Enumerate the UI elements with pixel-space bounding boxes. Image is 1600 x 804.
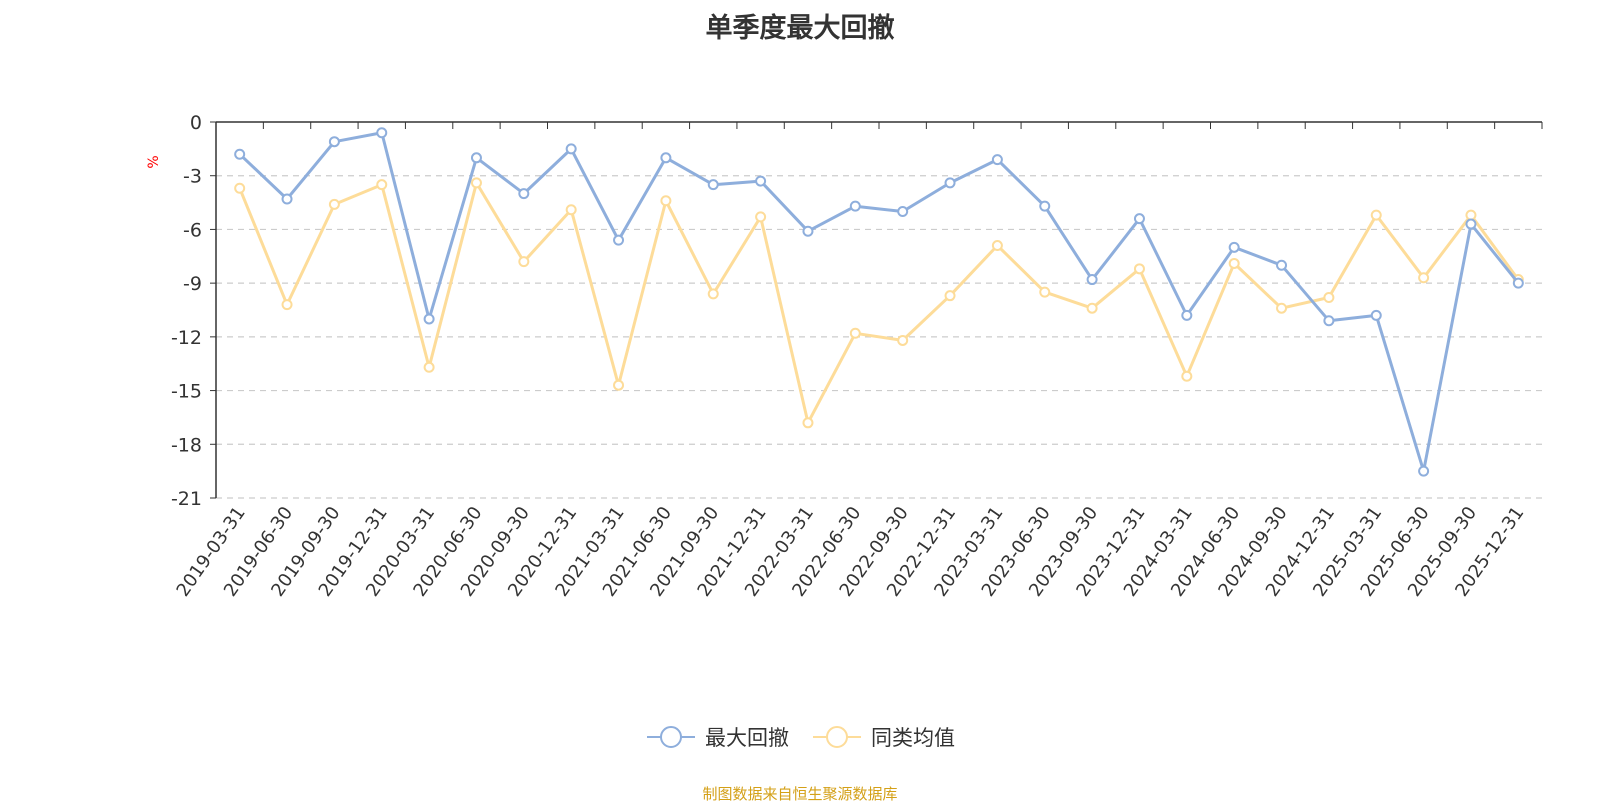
data-point-drawdown xyxy=(849,200,861,212)
data-point-drawdown xyxy=(660,152,672,164)
data-point-peer-average xyxy=(234,182,246,194)
legend-label-drawdown: 最大回撤 xyxy=(705,726,789,750)
data-point-drawdown xyxy=(281,193,293,205)
data-point-peer-average xyxy=(707,288,719,300)
data-point-drawdown xyxy=(613,234,625,246)
data-point-peer-average xyxy=(1133,263,1145,275)
data-point-drawdown xyxy=(376,127,388,139)
data-point-peer-average xyxy=(470,177,482,189)
data-point-drawdown xyxy=(755,175,767,187)
legend-line-circle-icon xyxy=(647,726,695,748)
data-point-peer-average xyxy=(802,417,814,429)
chart-title: 单季度最大回撤 xyxy=(705,13,895,44)
data-point-drawdown xyxy=(1323,315,1335,327)
data-point-drawdown xyxy=(518,188,530,200)
data-point-drawdown xyxy=(1039,200,1051,212)
data-point-drawdown xyxy=(1276,259,1288,271)
series-line-drawdown xyxy=(238,131,1520,473)
data-point-peer-average xyxy=(1370,209,1382,221)
data-point-peer-average xyxy=(991,240,1003,252)
data-point-peer-average xyxy=(518,256,530,268)
data-point-drawdown xyxy=(565,143,577,155)
y-axis-unit-label: % xyxy=(146,155,162,168)
series-line-peer-average xyxy=(238,181,1520,425)
source-note: 制图数据来自恒生聚源数据库 xyxy=(702,785,898,803)
y-tick-label: -3 xyxy=(183,166,202,188)
data-point-drawdown xyxy=(944,177,956,189)
data-point-peer-average xyxy=(376,179,388,191)
data-point-drawdown xyxy=(1370,309,1382,321)
data-point-peer-average xyxy=(1418,272,1430,284)
data-point-drawdown xyxy=(1512,277,1524,289)
data-point-peer-average xyxy=(897,334,909,346)
data-point-peer-average xyxy=(849,327,861,339)
data-point-peer-average xyxy=(423,361,435,373)
y-tick-label: -6 xyxy=(183,219,202,241)
data-point-peer-average xyxy=(660,195,672,207)
y-tick-label: -15 xyxy=(171,381,202,403)
data-point-drawdown xyxy=(897,206,909,218)
data-point-drawdown xyxy=(802,225,814,237)
y-tick-label: -21 xyxy=(171,488,202,510)
data-point-drawdown xyxy=(470,152,482,164)
data-point-peer-average xyxy=(944,290,956,302)
data-point-peer-average xyxy=(1086,302,1098,314)
y-tick-label: -12 xyxy=(171,327,202,349)
y-tick-label: -9 xyxy=(183,273,202,295)
data-point-peer-average xyxy=(613,379,625,391)
data-point-drawdown xyxy=(1133,213,1145,225)
data-point-drawdown xyxy=(234,148,246,160)
legend-line-circle-icon xyxy=(813,726,861,748)
data-point-drawdown xyxy=(423,313,435,325)
data-point-peer-average xyxy=(281,299,293,311)
data-point-drawdown xyxy=(328,136,340,148)
data-point-drawdown xyxy=(1228,241,1240,253)
data-point-drawdown xyxy=(1465,218,1477,230)
data-point-drawdown xyxy=(707,179,719,191)
data-point-drawdown xyxy=(991,154,1003,166)
data-point-drawdown xyxy=(1086,274,1098,286)
data-point-peer-average xyxy=(755,211,767,223)
data-point-drawdown xyxy=(1418,465,1430,477)
data-point-peer-average xyxy=(1323,291,1335,303)
data-point-peer-average xyxy=(1465,209,1477,221)
data-point-peer-average xyxy=(328,198,340,210)
data-point-drawdown xyxy=(1181,309,1193,321)
data-point-peer-average xyxy=(1228,257,1240,269)
legend: 最大回撤 同类均值 xyxy=(0,722,1600,752)
y-tick-label: -18 xyxy=(171,434,202,456)
legend-item-peer-average[interactable]: 同类均值 xyxy=(811,722,955,752)
data-point-peer-average xyxy=(1039,286,1051,298)
legend-item-drawdown[interactable]: 最大回撤 xyxy=(645,722,789,752)
data-point-peer-average xyxy=(1181,370,1193,382)
y-tick-label: 0 xyxy=(190,112,202,134)
data-point-peer-average xyxy=(1276,302,1288,314)
data-point-peer-average xyxy=(565,204,577,216)
legend-label-peer-average: 同类均值 xyxy=(871,726,955,750)
